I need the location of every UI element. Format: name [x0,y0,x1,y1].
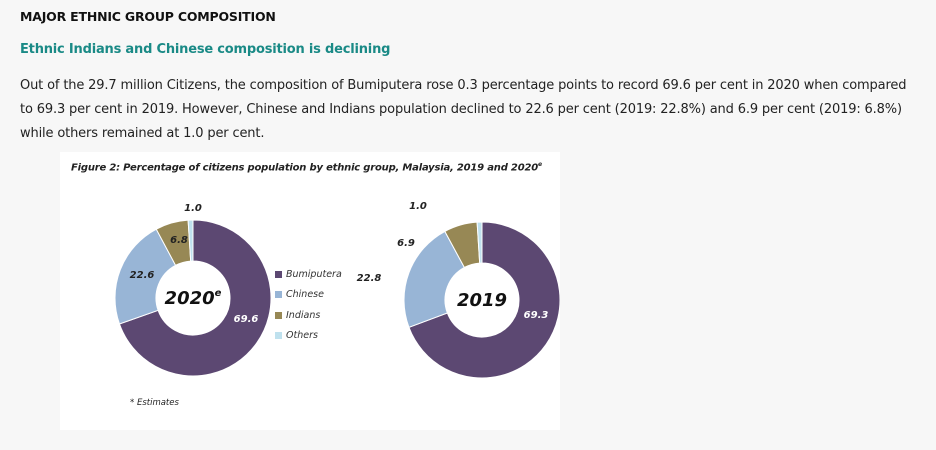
donut-center-label-2020: 2020e [165,288,222,309]
value-label-chinese-2019: 22.8 [357,273,382,284]
section-subheading: Ethnic Indians and Chinese composition i… [20,42,391,57]
figure-title-superscript: e [537,161,542,168]
legend-label: Bumiputera [286,268,342,280]
legend-item-chinese: Chinese [275,285,342,306]
donut-center-year: 2020 [165,288,215,309]
value-label-indians-2020: 6.8 [170,235,188,246]
value-label-bumiputera-2019: 69.3 [524,310,549,321]
value-label-others-2020: 1.0 [184,203,202,214]
legend-label: Others [286,330,318,342]
legend-swatch [275,291,282,299]
figure-title: Figure 2: Percentage of citizens populat… [71,161,542,173]
legend-swatch [275,311,282,319]
value-label-bumiputera-2020: 69.6 [234,314,259,325]
legend-label: Indians [286,309,321,321]
figure-footnote: * Estimates [130,398,179,408]
donut-center-year: 2019 [457,290,507,311]
slice-chinese-2020 [114,228,177,325]
donut-center-label-2019: 2019 [457,290,507,311]
donut-center-superscript: e [215,288,222,299]
value-label-indians-2019: 6.9 [397,238,415,249]
slice-others-2020 [187,219,194,262]
slice-chinese-2019 [403,230,466,328]
legend-item-bumiputera: Bumiputera [275,264,342,285]
figure-panel: Figure 2: Percentage of citizens populat… [60,152,560,430]
chart-legend: Bumiputera Chinese Indians Others [275,264,342,346]
legend-swatch [275,332,282,340]
value-label-chinese-2020: 22.6 [130,270,155,281]
legend-item-others: Others [275,326,342,347]
legend-label: Chinese [286,289,324,301]
slice-others-2019 [476,221,483,264]
slice-bumiputera-2020 [118,219,272,377]
summary-paragraph: Out of the 29.7 million Citizens, the co… [20,78,907,141]
donut-charts: 69.6 22.6 6.8 1.0 2020e 69.3 22.8 6.9 1.0 2019 [114,201,560,379]
section-heading: MAJOR ETHNIC GROUP COMPOSITION [20,9,276,24]
legend-swatch [275,270,282,278]
legend-item-indians: Indians [275,305,342,326]
figure-title-text: Figure 2: Percentage of citizens populat… [71,162,538,174]
value-label-others-2019: 1.0 [409,201,427,212]
slice-bumiputera-2019 [408,221,560,379]
